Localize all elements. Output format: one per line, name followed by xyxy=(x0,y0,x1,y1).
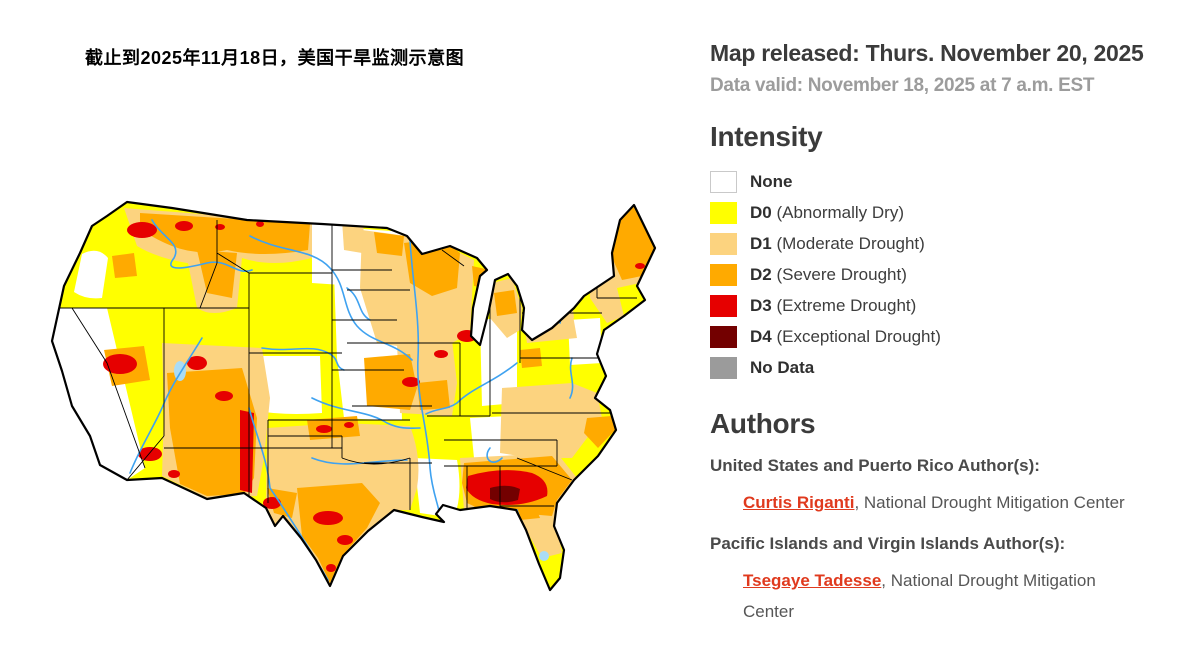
authors-block: United States and Puerto Rico Author(s):… xyxy=(710,456,1170,628)
legend-swatch-d1 xyxy=(710,233,737,256)
us-drought-map-svg xyxy=(50,200,657,592)
info-panel: Map released: Thurs. November 20, 2025 D… xyxy=(710,40,1170,627)
legend-swatch-none xyxy=(710,171,737,194)
legend-desc-d2: (Severe Drought) xyxy=(776,265,907,285)
d2-regions xyxy=(104,205,655,583)
intensity-heading: Intensity xyxy=(710,120,823,152)
legend-label-nodata: No Data xyxy=(750,358,815,378)
authors-heading: Authors xyxy=(710,407,816,439)
lakes xyxy=(174,361,549,561)
legend-row-d2: D2 (Severe Drought) xyxy=(710,260,1170,291)
legend-row-nodata: No Data xyxy=(710,353,1170,384)
map-released-line: Map released: Thurs. November 20, 2025 xyxy=(710,40,1144,66)
legend-desc-d0: (Abnormally Dry) xyxy=(776,203,904,223)
legend-swatch-d3 xyxy=(710,295,737,318)
state-borders xyxy=(56,212,637,510)
legend-desc-d4: (Exceptional Drought) xyxy=(776,327,941,347)
legend-swatch-d0 xyxy=(710,202,737,225)
drought-map xyxy=(12,158,672,630)
legend-row-d1: D1 (Moderate Drought) xyxy=(710,229,1170,260)
legend-row-none: None xyxy=(710,167,1170,198)
data-valid-line: Data valid: November 18, 2025 at 7 a.m. … xyxy=(710,74,1095,96)
pi-author-line: Tsegaye Tadesse, National Drought Mitiga… xyxy=(743,566,1143,627)
legend-row-d0: D0 (Abnormally Dry) xyxy=(710,198,1170,229)
legend-swatch-d4 xyxy=(710,326,737,349)
legend-desc-d3: (Extreme Drought) xyxy=(776,296,917,316)
legend-code-d1: D1 xyxy=(750,234,772,254)
legend-swatch-d2 xyxy=(710,264,737,287)
us-author-affiliation: , National Drought Mitigation Center xyxy=(854,492,1125,512)
legend-label-none: None xyxy=(750,172,793,192)
pi-author-affiliation: , National Drought Mitigation Center xyxy=(743,571,1096,621)
legend-swatch-nodata xyxy=(710,357,737,380)
intensity-legend: None D0 (Abnormally Dry) D1 (Moderate Dr… xyxy=(710,167,1170,384)
pi-authors-label: Pacific Islands and Virgin Islands Autho… xyxy=(710,534,1066,554)
us-outline xyxy=(50,200,657,592)
map-title-chinese: 截止到2025年11月18日，美国干旱监测示意图 xyxy=(85,48,465,68)
legend-code-d0: D0 xyxy=(750,203,772,223)
legend-code-d3: D3 xyxy=(750,296,772,316)
legend-desc-d1: (Moderate Drought) xyxy=(776,234,925,254)
us-authors-label: United States and Puerto Rico Author(s): xyxy=(710,455,1040,475)
pi-author-link[interactable]: Tsegaye Tadesse xyxy=(743,571,882,591)
legend-code-d2: D2 xyxy=(750,265,772,285)
us-author-link[interactable]: Curtis Riganti xyxy=(743,492,855,512)
d4-regions xyxy=(490,485,520,503)
us-author-line: Curtis Riganti, National Drought Mitigat… xyxy=(743,488,1143,519)
legend-row-d4: D4 (Exceptional Drought) xyxy=(710,322,1170,353)
legend-row-d3: D3 (Extreme Drought) xyxy=(710,291,1170,322)
legend-code-d4: D4 xyxy=(750,327,772,347)
